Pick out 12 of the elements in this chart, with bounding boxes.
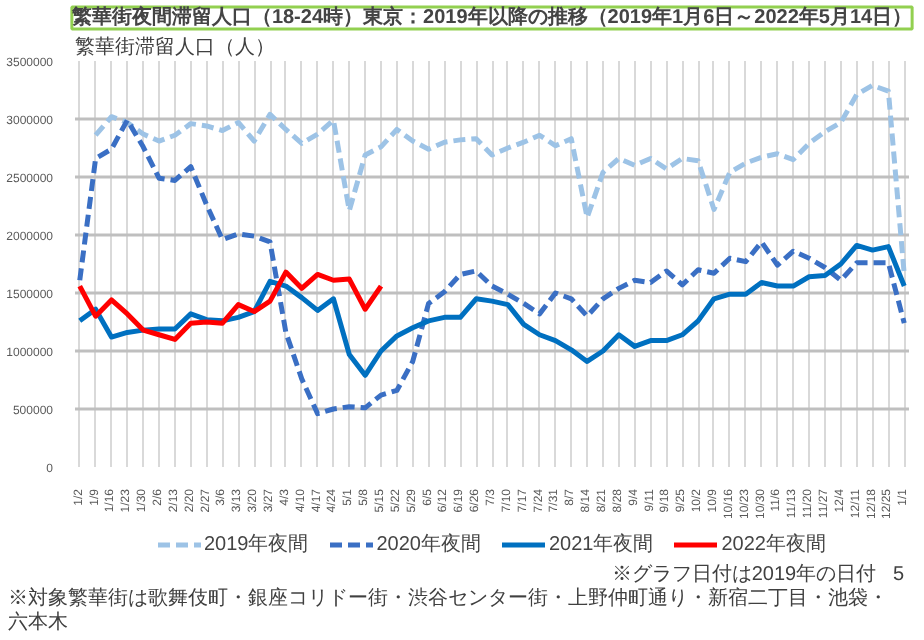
line-series bbox=[93, 82, 907, 277]
text: ※対象繁華街は歌舞伎町・銀座コリドー街・渋谷センター街・上野仲町通り・新宿二丁目・池袋・六本木 bbox=[6, 588, 890, 636]
line-series bbox=[77, 269, 384, 342]
legend-label: 2020年夜間 bbox=[376, 531, 481, 558]
line-series bbox=[77, 117, 907, 417]
text: ※グラフ日付は2019年の日付 bbox=[611, 564, 877, 586]
text: 5 bbox=[892, 564, 904, 586]
line-series bbox=[77, 242, 907, 378]
legend-label: 2022年夜間 bbox=[721, 531, 826, 558]
y-axis-title: 繁華街滞留人口（人） bbox=[75, 35, 275, 59]
legend-label: 2019年夜間 bbox=[204, 531, 309, 558]
legend-label: 2021年夜間 bbox=[549, 531, 654, 558]
